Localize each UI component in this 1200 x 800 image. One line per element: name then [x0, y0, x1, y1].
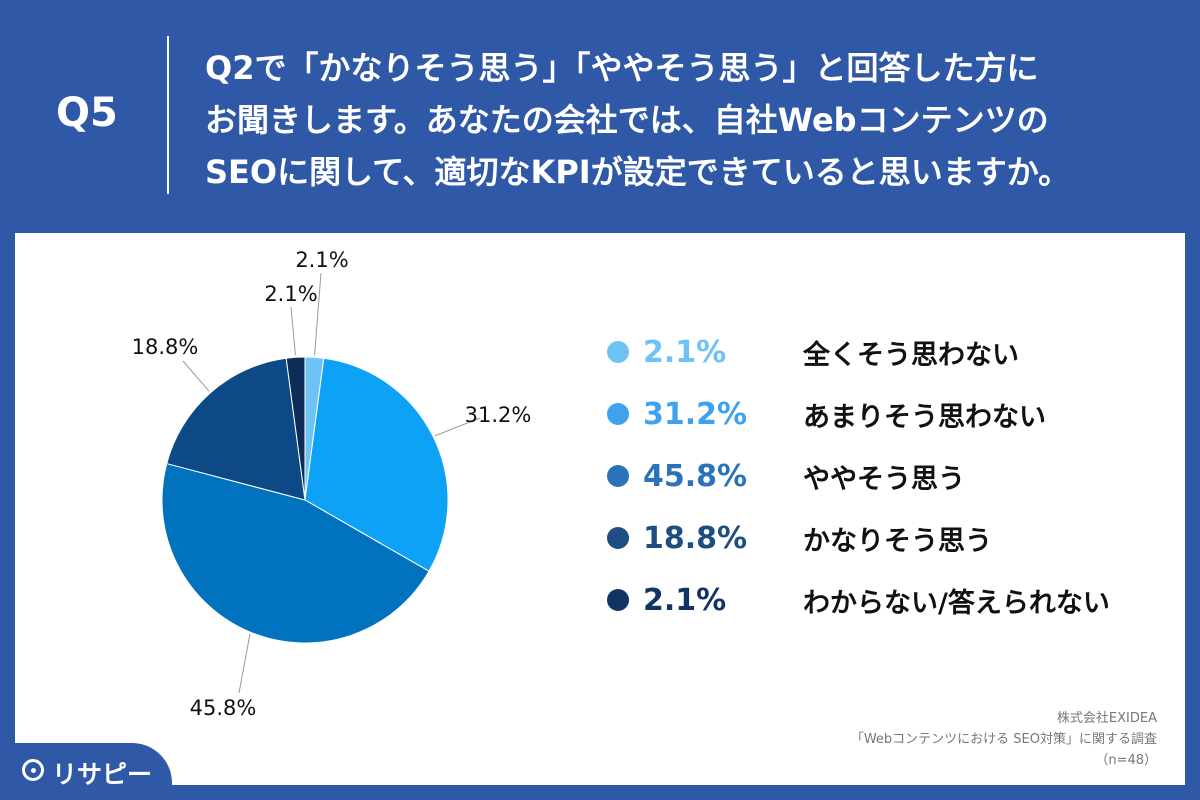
question-line-1: Q2で「かなりそう思う」「ややそう思う」と回答した方に [205, 49, 1039, 87]
leader-line [290, 306, 296, 356]
data-label: 45.8% [190, 696, 257, 720]
header: Q5 Q2で「かなりそう思う」「ややそう思う」と回答した方に お聞きします。あな… [0, 0, 1200, 230]
legend-label: ややそう思う [803, 463, 965, 495]
legend-label: わからない/答えられない [803, 587, 1110, 619]
pie-slice [285, 356, 306, 501]
question-number: Q5 [56, 90, 118, 136]
legend-percent: 45.8% [643, 458, 748, 494]
header-divider [167, 36, 169, 194]
legend-percent: 2.1% [643, 334, 727, 370]
question-line-3: SEOに関して、適切なKPIが設定できていると思いますか。 [205, 153, 1071, 191]
source-company: 株式会社EXIDEA [1056, 711, 1157, 726]
legend-label: 全くそう思わない [803, 339, 1019, 371]
legend-dot [607, 403, 629, 425]
legend-item: 45.8% ややそう思う [607, 445, 1110, 507]
data-label: 18.8% [132, 335, 199, 359]
data-label: 2.1% [264, 282, 317, 306]
location-pin-icon [22, 759, 44, 781]
legend-item: 18.8% かなりそう思う [607, 507, 1110, 569]
legend-dot [607, 465, 629, 487]
legend-dot [607, 527, 629, 549]
legend-percent: 2.1% [643, 582, 727, 618]
legend-label: かなりそう思う [803, 525, 992, 557]
data-label: 31.2% [465, 403, 532, 427]
legend-item: 31.2% あまりそう思わない [607, 383, 1110, 445]
pie-slice [166, 357, 306, 501]
chart-panel: 2.1% 31.2% 45.8% 18.8% 2.1% 2.1% 全くそう思わない 31… [15, 233, 1185, 785]
legend-dot [607, 341, 629, 363]
leader-line [182, 360, 210, 392]
leader-line [314, 272, 322, 356]
legend-label: あまりそう思わない [803, 401, 1046, 433]
question-line-2: お聞きします。あなたの会社では、自社Webコンテンツの [205, 101, 1049, 139]
brand-logo: リサピー [0, 743, 172, 800]
legend-item: 2.1% わからない/答えられない [607, 569, 1110, 631]
pie-slice [304, 357, 449, 572]
question-text: Q2で「かなりそう思う」「ややそう思う」と回答した方に お聞きします。あなたの会… [205, 42, 1175, 198]
source-note: 株式会社EXIDEA 「Webコンテンツにおける SEO対策」に関する調査 （n… [851, 708, 1157, 771]
leader-line [434, 417, 481, 437]
source-sample-size: （n=48） [1095, 753, 1157, 768]
pie-slice [161, 462, 430, 644]
legend-item: 2.1% 全くそう思わない [607, 321, 1110, 383]
legend-dot [607, 589, 629, 611]
leader-line [238, 634, 251, 694]
logo-text: リサピー [52, 760, 153, 789]
legend: 2.1% 全くそう思わない 31.2% あまりそう思わない 45.8% ややそう… [607, 321, 1110, 631]
source-survey: 「Webコンテンツにおける SEO対策」に関する調査 [850, 732, 1157, 747]
pie-chart: 2.1% 31.2% 45.8% 18.8% 2.1% [132, 248, 532, 720]
legend-percent: 18.8% [643, 520, 748, 556]
data-label: 2.1% [295, 248, 348, 272]
legend-percent: 31.2% [643, 396, 748, 432]
